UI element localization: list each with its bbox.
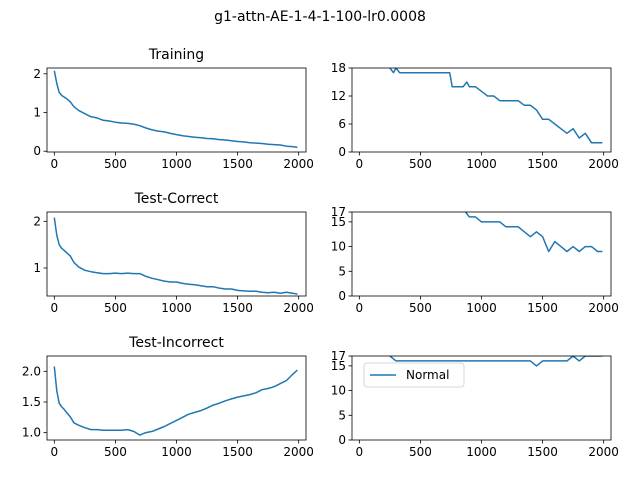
x-tick-label: 0 [356,445,364,459]
x-tick-label: 1000 [161,157,192,171]
subplot-title: Test-Correct [134,191,219,207]
figure-title: g1-attn-AE-1-4-1-100-lr0.0008 [214,9,426,25]
x-tick-label: 500 [409,157,432,171]
x-tick-label: 0 [51,445,59,459]
y-tick-label: 17 [331,349,346,363]
x-tick-label: 1000 [161,445,192,459]
x-tick-label: 500 [104,301,127,315]
y-tick-label: 12 [331,89,346,103]
legend-label-normal: Normal [406,368,449,382]
y-tick-label: 2 [33,67,41,81]
legend-box [363,362,465,388]
x-tick-label: 0 [51,301,59,315]
y-tick-label: 1.0 [22,426,41,440]
subplot-test-correct-loss: 0 500 1000 1500 2000 1 2 Test-Correct [33,191,314,315]
y-tick-label: 18 [331,61,346,75]
x-tick-label: 1500 [527,445,558,459]
x-tick-label: 500 [409,301,432,315]
y-tick-label: 2.0 [22,364,41,378]
series-line-0 [53,70,298,149]
series-line-0 [389,68,603,144]
subplot-test-incorrect-loss: 0 500 1000 1500 2000 1.0 1.5 2.0 Test-Incorrect [22,335,314,459]
y-tick-label: 17 [331,205,346,219]
x-tick-label: 500 [104,157,127,171]
y-tick-label: 15 [331,215,346,229]
series-line-0 [53,366,298,436]
x-tick-label: 1500 [222,301,253,315]
y-tick-label: 0 [338,289,346,303]
y-tick-label: 0 [338,433,346,447]
y-tick-label: 2 [33,214,41,228]
y-tick-label: 0 [33,144,41,158]
x-tick-label: 2000 [283,445,314,459]
y-tick-label: 10 [331,240,346,254]
x-tick-label: 1000 [161,301,192,315]
x-tick-label: 2000 [283,301,314,315]
y-tick-label: 1 [33,106,41,120]
subplot-title: Test-Incorrect [128,335,224,351]
x-tick-label: 1500 [527,157,558,171]
x-tick-label: 500 [409,445,432,459]
y-tick-label: 0 [338,145,346,159]
series-line-0 [53,217,298,295]
y-tick-label: 5 [338,264,346,278]
subplot-title: Training [148,47,204,63]
subplot-training-count: 0 500 1000 1500 2000 0 6 12 18 [331,61,619,171]
y-tick-label: 5 [338,408,346,422]
y-tick-label: 6 [338,117,346,131]
x-tick-label: 2000 [283,157,314,171]
x-tick-label: 2000 [588,445,619,459]
y-tick-label: 15 [331,359,346,373]
subplot-training-loss: 0 500 1000 1500 2000 0 1 2 Training [33,47,314,171]
series-line-0 [465,212,603,253]
y-tick-label: 1 [33,261,41,275]
x-tick-label: 500 [104,445,127,459]
x-tick-label: 1500 [222,445,253,459]
x-tick-label: 0 [356,301,364,315]
x-tick-label: 1500 [222,157,253,171]
x-tick-label: 0 [51,157,59,171]
x-tick-label: 2000 [588,301,619,315]
x-tick-label: 2000 [588,157,619,171]
x-tick-label: 1000 [466,301,497,315]
x-tick-label: 0 [356,157,364,171]
y-tick-label: 1.5 [22,395,41,409]
x-tick-label: 1000 [466,445,497,459]
x-tick-label: 1500 [527,301,558,315]
series-line-normal [389,356,603,367]
y-tick-label: 10 [331,384,346,398]
x-tick-label: 1000 [466,157,497,171]
